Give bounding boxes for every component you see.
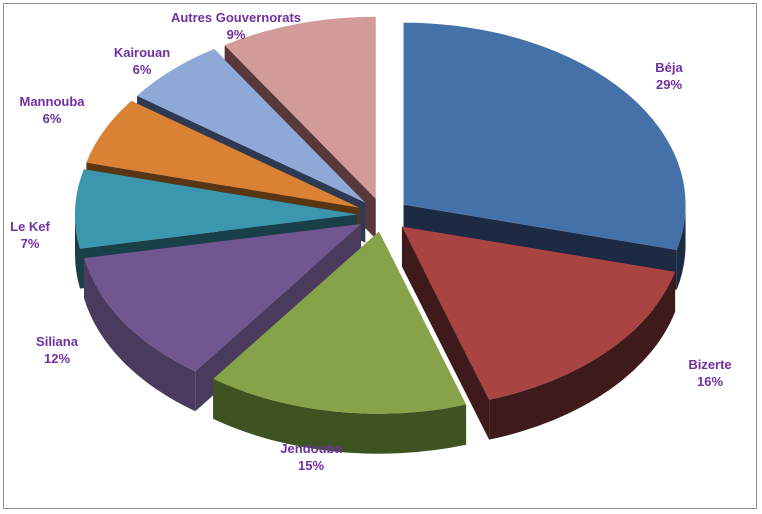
label-beja: Béja 29% <box>634 59 704 93</box>
slice-le-kef-top <box>75 169 358 249</box>
label-mannouba-pct: 6% <box>42 111 62 126</box>
label-siliana: Siliana 12% <box>22 333 92 367</box>
label-beja-pct: 29% <box>655 77 683 92</box>
label-siliana-name: Siliana <box>36 334 78 349</box>
slice-bizerte <box>401 226 676 440</box>
slice-bizerte-top <box>401 226 676 400</box>
slice-jendouba-rim <box>213 378 467 454</box>
slice-autres-gouvernorats-top <box>224 16 376 199</box>
slice-jendouba-top <box>213 231 467 414</box>
label-le-kef-name: Le Kef <box>10 219 50 234</box>
label-mannouba: Mannouba 6% <box>12 93 92 127</box>
slice-jendouba <box>213 231 467 454</box>
slice-bizerte-rim <box>489 271 676 440</box>
slice-bizerte-wall-end <box>401 226 490 440</box>
label-autres-gouvernorats-pct: 9% <box>226 27 246 42</box>
label-bizerte-pct: 16% <box>696 374 724 389</box>
slice-kairouan-top <box>137 49 366 203</box>
label-autres-gouvernorats-name: Autres Gouvernorats <box>170 10 302 25</box>
slice-siliana-top <box>84 224 362 372</box>
label-kairouan-pct: 6% <box>132 62 152 77</box>
label-siliana-pct: 12% <box>43 351 71 366</box>
slice-beja-top <box>403 22 686 250</box>
slice-le-kef-rim <box>75 214 81 289</box>
slice-siliana-rim <box>84 258 196 412</box>
label-le-kef: Le Kef 7% <box>2 218 58 252</box>
label-jendouba: Jendouba 15% <box>263 440 359 474</box>
label-kairouan-name: Kairouan <box>113 45 171 60</box>
label-bizerte-name: Bizerte <box>688 357 732 372</box>
slice-beja-rim <box>676 204 686 290</box>
label-kairouan: Kairouan 6% <box>102 44 182 78</box>
label-jendouba-name: Jendouba <box>280 441 342 456</box>
label-autres-gouvernorats: Autres Gouvernorats 9% <box>154 9 318 43</box>
label-le-kef-pct: 7% <box>20 236 40 251</box>
label-bizerte: Bizerte 16% <box>672 356 748 390</box>
slice-mannouba-top <box>86 100 360 208</box>
label-beja-name: Béja <box>655 60 683 75</box>
label-jendouba-pct: 15% <box>297 458 325 473</box>
label-mannouba-name: Mannouba <box>19 94 85 109</box>
